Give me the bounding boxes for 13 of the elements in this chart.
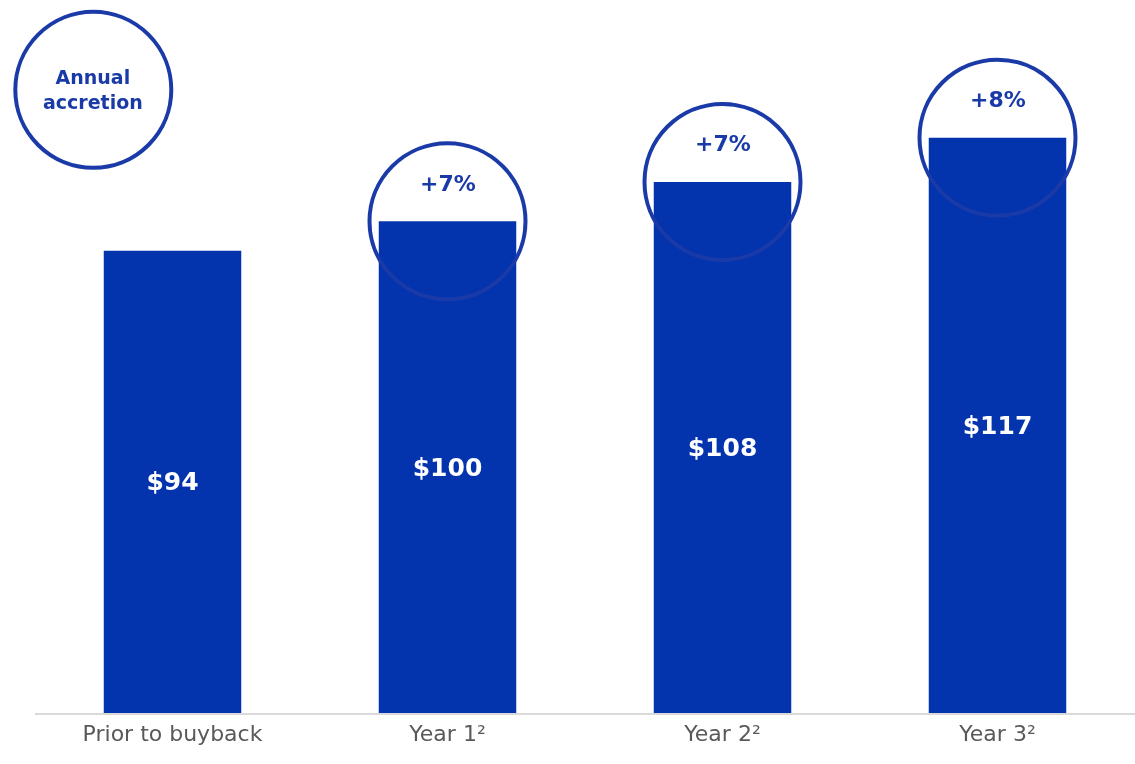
x-tick-label: Year 3² xyxy=(958,721,1036,747)
x-tick-label: Prior to buyback xyxy=(82,721,263,747)
data-label: $94 xyxy=(146,467,199,497)
annotation: +7% xyxy=(695,131,751,156)
annotation: Annual accretion xyxy=(43,66,143,113)
annotation: +8% xyxy=(970,87,1026,112)
x-tick-label: Year 2² xyxy=(683,721,761,747)
x-tick-label: Year 1² xyxy=(408,721,486,747)
data-label: $117 xyxy=(962,410,1033,440)
bar xyxy=(103,250,242,713)
data-label: $100 xyxy=(412,452,483,482)
annotation: +7% xyxy=(420,171,476,196)
data-label: $108 xyxy=(687,432,758,462)
